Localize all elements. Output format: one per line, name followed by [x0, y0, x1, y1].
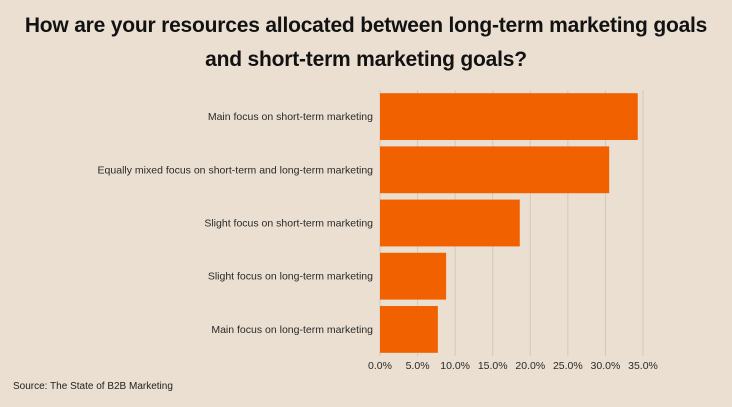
bar	[380, 146, 610, 194]
x-tick-label: 25.0%	[553, 360, 583, 372]
category-label: Equally mixed focus on short-term and lo…	[98, 164, 374, 176]
chart-title-line-2: and short-term marketing goals?	[205, 48, 527, 71]
x-tick-labels: 0.0% 5.0% 10.0% 15.0% 20.0% 25.0% 30.0% 35.0%	[368, 360, 658, 372]
category-label: Main focus on short-term marketing	[208, 111, 373, 123]
chart-title-line-1: How are your resources allocated between…	[24, 14, 708, 37]
x-tick-label: 30.0%	[591, 360, 621, 372]
category-labels: Main focus on short-term marketing Equall…	[98, 111, 374, 336]
x-tick-label: 0.0%	[368, 360, 392, 372]
bars	[380, 93, 638, 353]
bar	[380, 252, 447, 300]
x-tick-label: 5.0%	[406, 360, 430, 372]
x-tick-label: 35.0%	[628, 360, 658, 372]
bar	[380, 93, 638, 141]
category-label: Slight focus on short-term marketing	[204, 218, 373, 230]
source-note: Source: The State of B2B Marketing	[13, 381, 173, 392]
category-label: Slight focus on long-term marketing	[208, 271, 373, 283]
bar	[380, 199, 520, 247]
bar	[380, 305, 438, 353]
category-label: Main focus on long-term marketing	[211, 324, 373, 336]
x-tick-label: 10.0%	[440, 360, 470, 372]
x-tick-label: 20.0%	[515, 360, 545, 372]
x-tick-label: 15.0%	[478, 360, 508, 372]
